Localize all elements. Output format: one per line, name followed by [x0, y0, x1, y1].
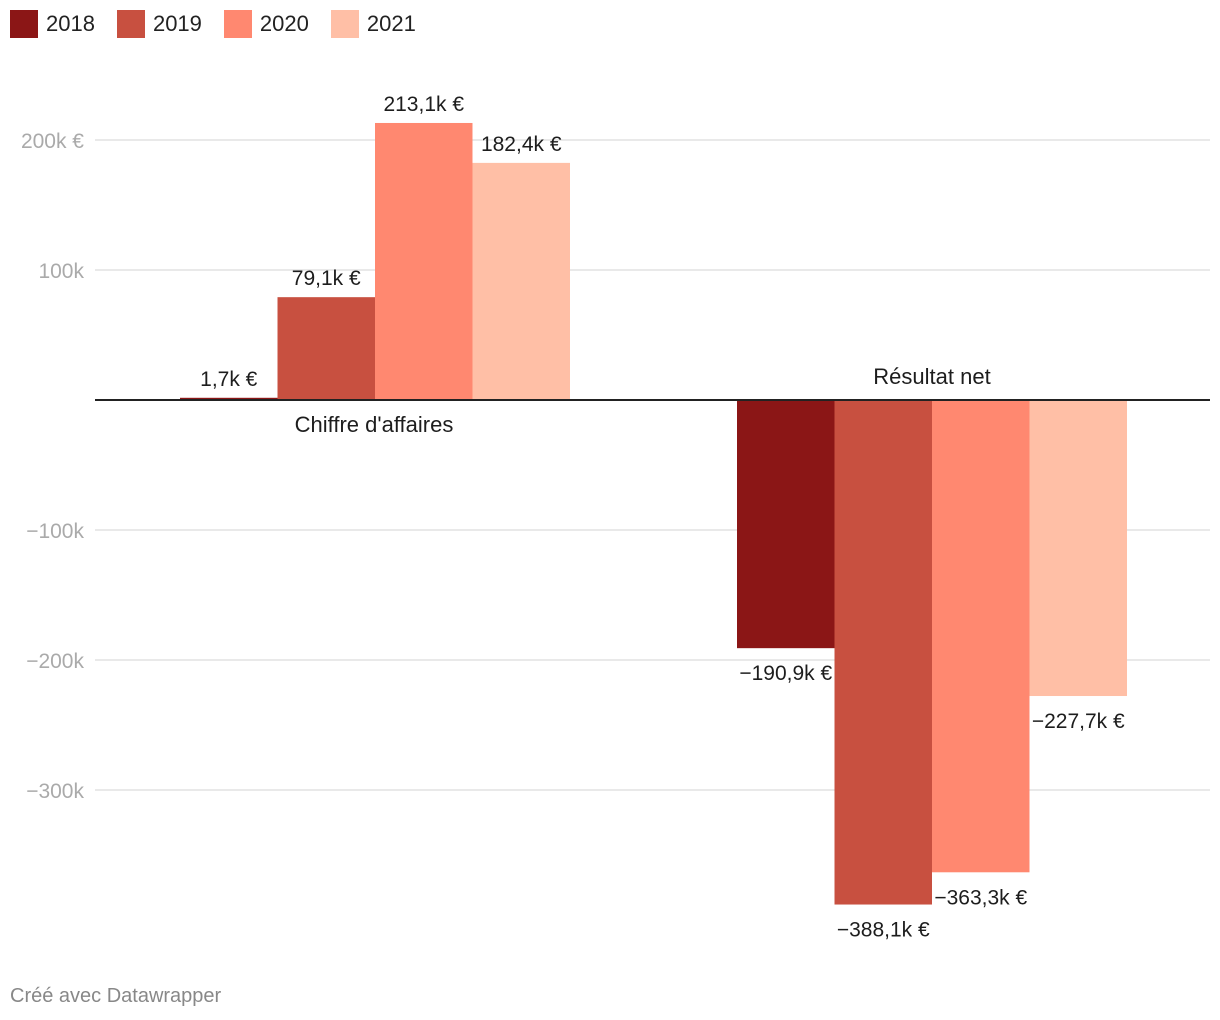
legend-label-2020: 2020	[259, 11, 309, 36]
y-tick-label-0: 200k €	[21, 130, 84, 153]
data-label-chiffre-2020: 213,1k €	[383, 93, 464, 116]
legend-label-2021: 2021	[366, 11, 416, 36]
bar-resultat-2019	[834, 400, 932, 905]
data-label-chiffre-2019: 79,1k €	[292, 267, 361, 290]
y-tick-label-2: −100k	[26, 520, 84, 543]
bar-chiffre-2019	[277, 297, 375, 400]
legend-label-2018: 2018	[46, 11, 95, 36]
y-tick-label-4: −300k	[26, 780, 84, 803]
bar-resultat-2021	[1029, 400, 1127, 697]
legend-item-2020[interactable]: 2020	[223, 10, 309, 38]
legend-swatch-2020	[223, 10, 252, 38]
legend-swatch-2019	[116, 10, 145, 38]
legend-item-2019[interactable]: 2019	[116, 10, 202, 38]
legend-swatch-2018	[10, 10, 38, 38]
data-label-chiffre-2018: 1,7k €	[200, 368, 258, 391]
legend-item-2021[interactable]: 2021	[330, 10, 416, 38]
bar-resultat-2018	[737, 400, 835, 649]
bar-chiffre-2021	[472, 162, 570, 400]
legend-label-2019: 2019	[152, 11, 202, 36]
category-label-chiffre: Chiffre d'affaires	[295, 412, 454, 437]
data-label-resultat-2019: −388,1k €	[837, 919, 930, 942]
bar-chiffre-2018	[180, 397, 278, 400]
footer-credit: Créé avec Datawrapper	[10, 985, 222, 1007]
data-label-resultat-2018: −190,9k €	[739, 662, 832, 685]
data-label-resultat-2020: −363,3k €	[934, 886, 1027, 909]
bar-chiffre-2020	[375, 122, 473, 400]
category-label-resultat: Résultat net	[873, 364, 990, 389]
data-label-chiffre-2021: 182,4k €	[481, 133, 562, 156]
legend: 2018 2019 2020 2021	[10, 10, 416, 38]
y-tick-label-1: 100k	[38, 260, 84, 283]
legend-item-2018[interactable]: 2018	[10, 10, 95, 38]
data-label-resultat-2021: −227,7k €	[1032, 710, 1125, 733]
y-tick-label-3: −200k	[26, 650, 84, 673]
legend-swatch-2021	[330, 10, 359, 38]
bar-resultat-2020	[932, 400, 1030, 873]
